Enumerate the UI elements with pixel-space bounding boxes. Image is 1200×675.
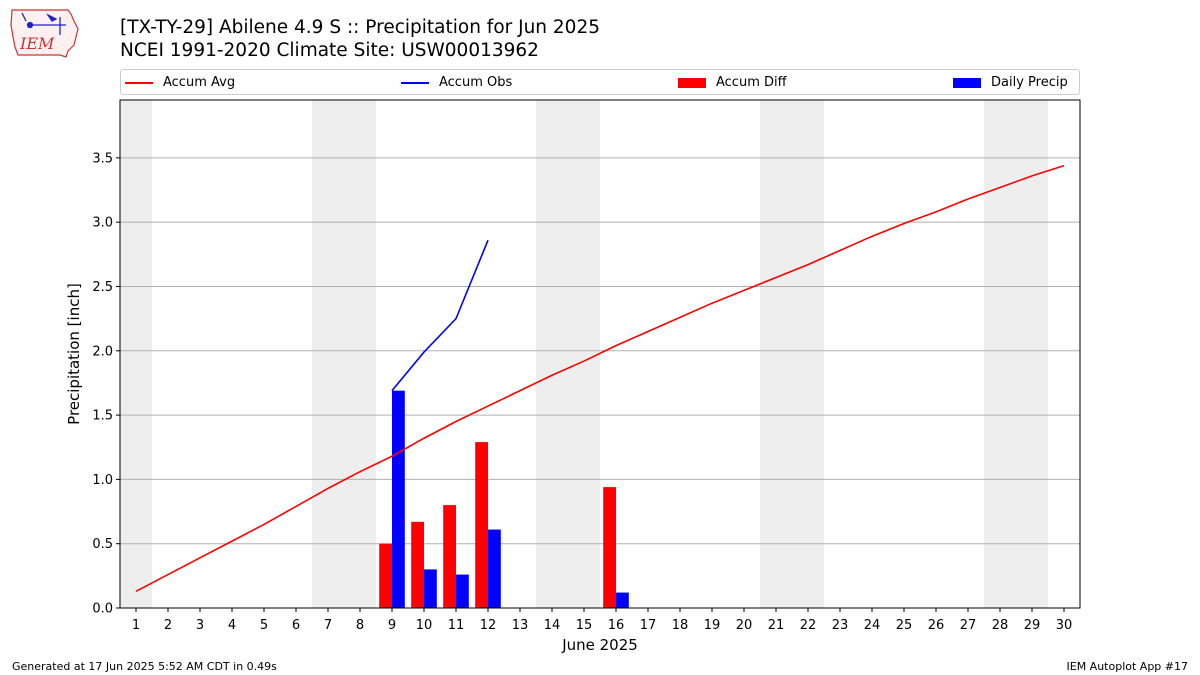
- weekend-band-1: [120, 100, 152, 608]
- x-tick-label: 18: [672, 618, 689, 633]
- bar-accum-diff: [411, 521, 424, 608]
- chart-subtitle: NCEI 1991-2020 Climate Site: USW00013962: [120, 40, 539, 61]
- x-tick-label: 19: [704, 618, 721, 633]
- x-tick-label: 10: [416, 618, 433, 633]
- legend-label-accum-obs: Accum Obs: [439, 75, 513, 90]
- x-tick-label: 4: [228, 618, 236, 633]
- line-accum-avg: [135, 164, 1065, 592]
- x-tick-label: 21: [768, 618, 785, 633]
- x-tick-label: 15: [576, 618, 593, 633]
- x-tick-label: 5: [260, 618, 268, 633]
- x-tick-label: 23: [832, 618, 849, 633]
- bar-accum-diff: [475, 442, 488, 608]
- y-tick-label: 2.0: [92, 344, 113, 359]
- weekend-band-2: [312, 100, 376, 608]
- x-tick-label: 27: [960, 618, 977, 633]
- legend-swatch-accum-obs: [401, 81, 429, 84]
- plot-frame: [119, 99, 1081, 609]
- legend-swatch-accum-diff: [678, 77, 706, 88]
- weekend-shading-group: [120, 100, 1048, 608]
- app-credit: IEM Autoplot App #17: [1066, 660, 1189, 673]
- y-tick-label: 3.0: [92, 216, 113, 231]
- bar-daily-precip: [392, 390, 405, 608]
- bars-group: [379, 390, 629, 608]
- x-tick-label: 20: [736, 618, 753, 633]
- line-accum-obs: [391, 239, 489, 392]
- x-tick-label: 22: [800, 618, 817, 633]
- x-tick-label: 28: [992, 618, 1009, 633]
- iem-logo: IEM: [10, 9, 79, 58]
- x-tick-label: 2: [164, 618, 172, 633]
- x-tick-label: 16: [608, 618, 625, 633]
- x-tick-label: 30: [1056, 618, 1073, 633]
- bar-daily-precip: [488, 529, 501, 608]
- x-tick-label: 25: [896, 618, 913, 633]
- iowa-outline-shape: [10, 9, 79, 58]
- bar-accum-diff: [379, 543, 392, 608]
- y-tick-label: 0.5: [92, 537, 113, 552]
- lines-group: [135, 164, 1065, 592]
- bar-daily-precip: [456, 574, 469, 608]
- weekend-band-4: [760, 100, 824, 608]
- y-axis-title: Precipitation [inch]: [65, 283, 83, 425]
- x-tick-label: 12: [480, 618, 497, 633]
- x-axis-title: June 2025: [561, 636, 638, 654]
- bar-accum-diff: [443, 505, 456, 608]
- y-tick-label: 1.0: [92, 473, 113, 488]
- legend-swatch-accum-avg: [125, 81, 153, 84]
- weekend-band-5: [984, 100, 1048, 608]
- x-tick-label: 14: [544, 618, 561, 633]
- x-tick-label: 24: [864, 618, 881, 633]
- x-tick-label: 6: [292, 618, 300, 633]
- legend-label-accum-avg: Accum Avg: [163, 75, 236, 90]
- legend-item-accum-avg: Accum Avg: [125, 74, 235, 92]
- chart-title: [TX-TY-29] Abilene 4.9 S :: Precipitatio…: [120, 17, 600, 38]
- x-tick-label: 3: [196, 618, 204, 633]
- legend-item-daily-precip: Daily Precip: [953, 74, 1068, 92]
- legend-item-accum-obs: Accum Obs: [401, 74, 512, 92]
- generated-timestamp: Generated at 17 Jun 2025 5:52 AM CDT in …: [12, 660, 277, 673]
- x-tick-label: 8: [356, 618, 364, 633]
- x-tick-label: 7: [324, 618, 332, 633]
- y-tick-label: 2.5: [92, 280, 113, 295]
- legend-item-accum-diff: Accum Diff: [678, 74, 787, 92]
- x-tick-label: 13: [512, 618, 529, 633]
- chart-legend: Accum Avg Accum Obs Accum Diff Daily Pre…: [120, 69, 1080, 95]
- y-tick-label: 1.5: [92, 409, 113, 424]
- bar-accum-diff: [603, 487, 616, 608]
- y-tick-label: 3.5: [92, 151, 113, 166]
- bar-daily-precip: [424, 569, 437, 608]
- x-tick-label: 26: [928, 618, 945, 633]
- legend-swatch-daily-precip: [953, 77, 981, 88]
- bar-daily-precip: [616, 592, 629, 608]
- legend-label-daily-precip: Daily Precip: [991, 75, 1068, 90]
- x-tick-label: 29: [1024, 618, 1041, 633]
- x-tick-label: 1: [132, 618, 140, 633]
- x-tick-label: 11: [448, 618, 465, 633]
- y-tick-label: 0.0: [92, 602, 113, 617]
- weather-station-icon: [21, 12, 66, 35]
- x-tick-label: 17: [640, 618, 657, 633]
- logo-text: IEM: [19, 34, 55, 53]
- axes-group: 0.00.51.01.52.02.53.03.51 2 3 4 5 6 7 8 9 10 11 12 1…: [92, 151, 1072, 633]
- x-tick-label: 9: [388, 618, 396, 633]
- weekend-band-3: [536, 100, 600, 608]
- legend-label-accum-diff: Accum Diff: [716, 75, 787, 90]
